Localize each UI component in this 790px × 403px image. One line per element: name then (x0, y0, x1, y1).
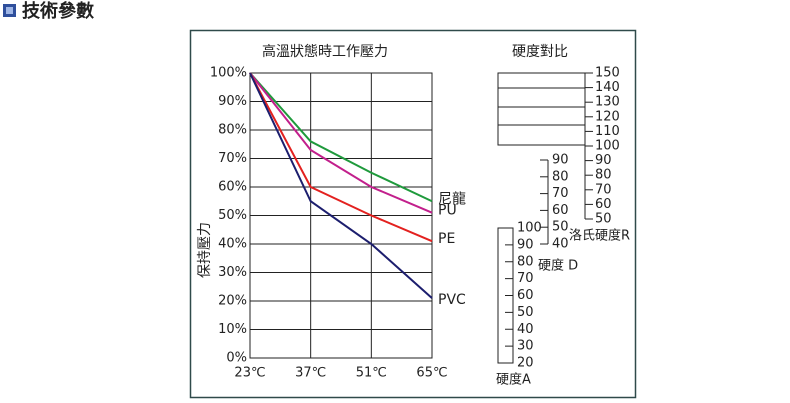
scale-tick-label: 90 (552, 153, 569, 168)
scale-tick-label: 110 (595, 124, 620, 139)
scale-tick-label: 130 (595, 95, 620, 110)
scale-tick-label: 50 (552, 220, 569, 235)
scale-tick-label: 140 (595, 80, 620, 95)
panel-frame (189, 29, 637, 399)
y-tick-label: 100% (210, 66, 247, 81)
scale-tick-label: 80 (517, 254, 534, 269)
series-label: PVC (438, 292, 466, 308)
scale-tick-label: 70 (517, 271, 534, 286)
header-title: 技術參數 (22, 0, 94, 22)
scale-tick-label: 40 (552, 237, 569, 252)
scale-tick-label: 120 (595, 109, 620, 124)
scale-tick-label: 100 (517, 221, 542, 236)
scale-tick-label: 80 (595, 168, 612, 183)
scale-tick-label: 50 (517, 305, 534, 320)
y-tick-label: 80% (218, 123, 247, 138)
scale-tick-label: 60 (517, 288, 534, 303)
scale-tick-label: 150 (595, 66, 620, 81)
series-line (249, 72, 433, 214)
series-line (249, 72, 433, 203)
scale-title: 硬度對比 (512, 44, 568, 60)
chart-title: 高溫狀態時工作壓力 (262, 43, 388, 60)
series-line (249, 72, 433, 243)
x-tick-label: 23℃ (234, 366, 265, 381)
hardness-box (497, 72, 586, 146)
y-tick-label: 0% (226, 351, 247, 366)
scale-tick-label: 100 (595, 139, 620, 154)
x-tick-label: 37℃ (295, 366, 326, 381)
scale-tick-label: 90 (517, 237, 534, 252)
y-tick-label: 20% (218, 294, 247, 309)
x-tick-label: 65℃ (416, 366, 447, 381)
y-tick-label: 50% (218, 208, 247, 223)
scale-tick-label: 70 (552, 186, 569, 201)
y-tick-label: 90% (218, 94, 247, 109)
series-label: PE (438, 231, 455, 247)
series-label: PU (438, 203, 457, 219)
scale-tick-label: 90 (595, 153, 612, 168)
y-tick-label: 30% (218, 265, 247, 280)
scale-tick-label: 20 (517, 356, 534, 371)
scale-tick-label: 60 (552, 203, 569, 218)
scale-tick-label: 60 (595, 197, 612, 212)
scale-name: 洛氏硬度R (569, 228, 630, 244)
y-tick-label: 10% (218, 322, 247, 337)
scale-tick-label: 80 (552, 169, 569, 184)
scale-tick-label: 30 (517, 339, 534, 354)
scale-tick-label: 70 (595, 182, 612, 197)
series-line (249, 72, 433, 299)
series-label: 尼龍 (438, 190, 466, 207)
y-tick-label: 40% (218, 237, 247, 252)
scale-name: 硬度 D (538, 258, 578, 274)
y-axis-label: 保持壓力 (197, 222, 213, 278)
scale-name: 硬度A (496, 372, 531, 388)
scale-tick-label: 40 (517, 322, 534, 337)
y-tick-label: 60% (218, 180, 247, 195)
x-tick-label: 51℃ (356, 366, 387, 381)
scale-tick-label: 50 (595, 212, 612, 227)
y-tick-label: 70% (218, 151, 247, 166)
header-icon-inner (6, 7, 13, 14)
